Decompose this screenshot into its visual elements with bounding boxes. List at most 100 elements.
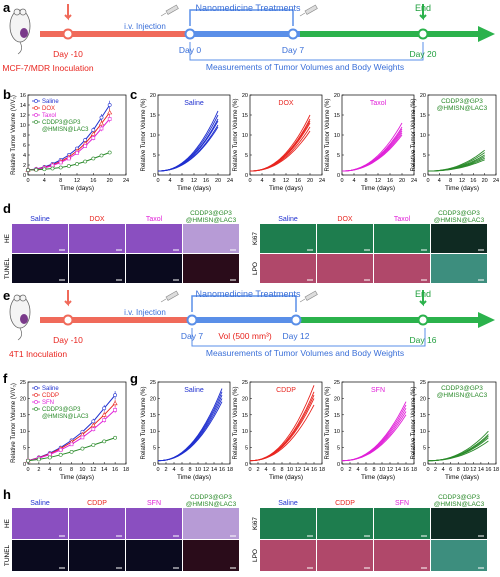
x-tick-label: 12 bbox=[203, 467, 209, 473]
x-tick-label: 8 bbox=[272, 178, 275, 184]
x-tick-label: 0 bbox=[248, 178, 251, 184]
data-point bbox=[99, 153, 104, 158]
y-axis-label: Relative Tumor Volume (%) bbox=[233, 386, 239, 459]
y-tick-label: 0 bbox=[23, 462, 26, 468]
panel-label-c: c bbox=[130, 87, 137, 102]
data-point bbox=[42, 167, 47, 172]
y-tick-label: 20 bbox=[334, 396, 340, 402]
y-tick-label: 10 bbox=[20, 123, 26, 129]
y-tick-label: 8 bbox=[23, 133, 26, 139]
injection-label: i.v. Injection bbox=[124, 22, 166, 31]
y-tick-label: 15 bbox=[242, 413, 248, 419]
growth-curve bbox=[249, 394, 315, 462]
x-tick-label: 16 bbox=[387, 178, 393, 184]
x-tick-label: 4 bbox=[172, 467, 175, 473]
data-point bbox=[75, 151, 79, 155]
x-tick-label: 12 bbox=[375, 178, 381, 184]
micrograph-right-ki67-0 bbox=[260, 508, 316, 539]
arrow-head bbox=[478, 26, 495, 42]
chart-title: @HMISN@LAC3 bbox=[437, 105, 488, 112]
growth-curve bbox=[157, 114, 219, 172]
y-tick-label: 5 bbox=[245, 153, 248, 159]
x-tick-label: 2 bbox=[37, 467, 40, 473]
x-tick-label: 2 bbox=[348, 467, 351, 473]
x-tick-label: 14 bbox=[303, 467, 309, 473]
x-tick-label: 24 bbox=[411, 178, 417, 184]
x-tick-label: 8 bbox=[70, 467, 73, 473]
treatment-bar bbox=[190, 31, 300, 37]
y-tick-label: 15 bbox=[20, 413, 26, 419]
micro-col-header: Taxol bbox=[146, 216, 163, 223]
chart-b2: 0 4 8 12 16 20 24 0 5 10 15 20 Time (days) Relative T… bbox=[141, 93, 233, 192]
inoculation-label: MCF-7/MDR Inoculation bbox=[2, 63, 93, 73]
x-tick-label: 0 bbox=[426, 178, 429, 184]
panel-label-a: a bbox=[3, 0, 11, 15]
y-tick-label: 15 bbox=[334, 413, 340, 419]
y-tick-label: 10 bbox=[334, 429, 340, 435]
growth-curve bbox=[249, 391, 315, 462]
micrograph-left-he-1 bbox=[69, 224, 125, 253]
growth-curve bbox=[249, 120, 311, 172]
x-tick-label: 16 bbox=[203, 178, 209, 184]
day7-label: Day 7 bbox=[181, 331, 203, 341]
y-tick-label: 20 bbox=[20, 396, 26, 402]
data-point bbox=[66, 164, 71, 168]
x-tick-label: 10 bbox=[463, 467, 469, 473]
micro-col-header: @HMISN@LAC3 bbox=[186, 217, 237, 224]
x-tick-label: 16 bbox=[470, 178, 476, 184]
y-tick-label: 0 bbox=[153, 462, 156, 468]
x-axis-label: Time (days) bbox=[60, 185, 94, 192]
data-point bbox=[99, 115, 104, 120]
micrograph-right-ki67-2 bbox=[374, 224, 430, 253]
x-tick-label: 8 bbox=[59, 178, 62, 184]
y-tick-label: 20 bbox=[334, 93, 340, 99]
micro-col-header: Saline bbox=[30, 216, 50, 223]
x-tick-label: 6 bbox=[364, 467, 367, 473]
data-point bbox=[69, 449, 74, 454]
day-start-label: Day -10 bbox=[53, 49, 83, 59]
data-point bbox=[113, 435, 118, 440]
x-tick-label: 0 bbox=[340, 467, 343, 473]
growth-curve bbox=[157, 110, 219, 172]
x-tick-label: 20 bbox=[307, 178, 313, 184]
y-tick-label: 25 bbox=[150, 380, 156, 386]
x-tick-label: 20 bbox=[399, 178, 405, 184]
growth-curve bbox=[428, 440, 489, 462]
growth-curve bbox=[249, 404, 315, 462]
treatments-label: Nanomedicine Treatments bbox=[195, 3, 301, 13]
y-tick-label: 15 bbox=[420, 113, 426, 119]
data-point bbox=[113, 408, 117, 412]
plot-frame bbox=[249, 94, 323, 176]
x-axis-label: Time (days) bbox=[445, 185, 479, 192]
y-tick-label: 16 bbox=[20, 93, 26, 99]
x-tick-label: 10 bbox=[195, 467, 201, 473]
micrograph-right-lpo-1 bbox=[317, 540, 373, 571]
micrograph-right-lpo-0 bbox=[260, 254, 316, 283]
micro-col-header: @HMISN@LAC3 bbox=[434, 217, 485, 224]
x-tick-label: 6 bbox=[59, 467, 62, 473]
growth-curve bbox=[157, 388, 223, 462]
x-axis-label: Time (days) bbox=[445, 474, 479, 481]
y-tick-label: 20 bbox=[150, 93, 156, 99]
y-tick-label: 10 bbox=[242, 133, 248, 139]
x-tick-label: 12 bbox=[470, 467, 476, 473]
x-axis-label: Time (days) bbox=[361, 185, 395, 192]
micrograph-left-he-2 bbox=[126, 508, 182, 539]
legend-entry: SFN bbox=[42, 400, 54, 406]
chart-title: Taxol bbox=[370, 100, 387, 107]
x-tick-label: 24 bbox=[227, 178, 233, 184]
x-axis-label: Time (days) bbox=[269, 474, 303, 481]
x-tick-label: 10 bbox=[379, 467, 385, 473]
x-axis-label: Time (days) bbox=[60, 474, 94, 481]
x-tick-label: 4 bbox=[43, 178, 46, 184]
x-tick-label: 8 bbox=[364, 178, 367, 184]
y-tick-label: 0 bbox=[337, 173, 340, 179]
y-axis-label: Relative Tumor Volume (%) bbox=[141, 386, 147, 459]
plot-frame bbox=[427, 381, 497, 465]
chart-title: Saline bbox=[184, 100, 204, 107]
micrograph-right-ki67-0 bbox=[260, 224, 316, 253]
y-tick-label: 25 bbox=[334, 380, 340, 386]
